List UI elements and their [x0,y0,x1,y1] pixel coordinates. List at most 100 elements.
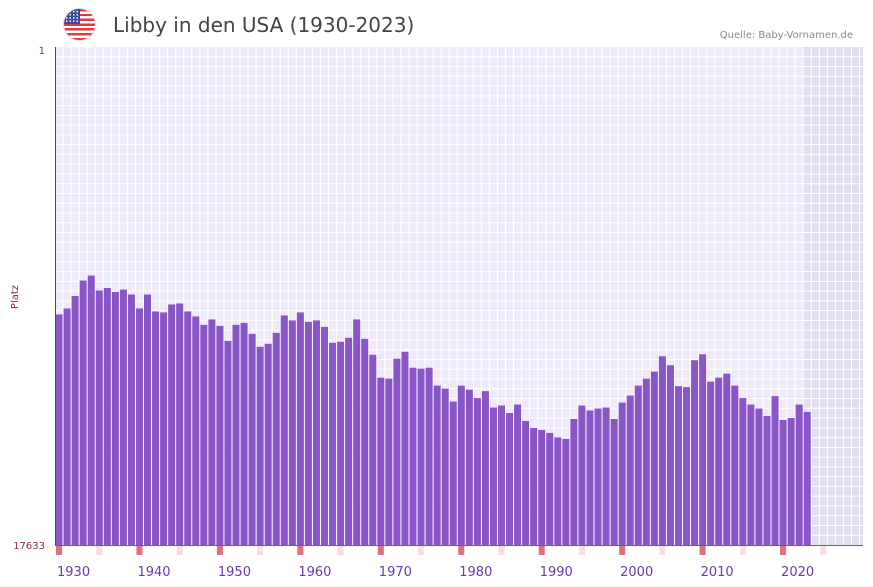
bar-2023: 2023 [803,412,811,545]
x-tick-1980: 1980 [459,565,492,580]
bar-1996: 1996 [586,410,594,545]
x-tick-1940: 1940 [137,565,170,580]
bar-2005: 2005 [658,356,666,545]
decade-marker [216,546,223,555]
y-tick-top: 1 [39,46,45,57]
bar-1969: 1969 [369,354,377,545]
source-credit: Quelle: Baby-Vornamen.de [719,30,853,41]
half-decade-marker [418,546,425,555]
bar-1951: 1951 [224,340,232,545]
half-decade-marker [739,546,746,555]
bar-1949: 1949 [208,319,216,545]
bar-1943: 1943 [160,312,168,545]
bar-1953: 1953 [240,322,248,545]
bar-1946: 1946 [184,311,192,545]
bar-1980: 1980 [457,385,465,545]
bar-2013: 2013 [723,373,731,545]
bar-1965: 1965 [337,341,345,545]
bar-1939: 1939 [127,294,135,545]
bar-1981: 1981 [465,389,473,545]
bar-1997: 1997 [594,408,602,545]
bar-2010: 2010 [699,354,707,545]
bar-1970: 1970 [377,377,385,545]
bar-1962: 1962 [312,320,320,545]
bar-1945: 1945 [176,303,184,545]
bar-1986: 1986 [506,413,514,545]
future-band [803,47,863,545]
decade-marker [458,546,465,555]
bar-2004: 2004 [650,371,658,545]
bar-2016: 2016 [747,404,755,545]
bar-2001: 2001 [626,395,634,545]
bar-1963: 1963 [320,326,329,545]
decade-marker [619,546,626,555]
decade-marker [297,546,304,555]
bar-1974: 1974 [409,367,417,545]
bar-1952: 1952 [232,324,240,545]
bar-1955: 1955 [256,346,264,545]
bar-2022: 2022 [795,404,803,545]
bar-1982: 1982 [473,398,481,545]
bar-2006: 2006 [666,365,674,545]
bar-1993: 1993 [562,438,570,545]
bar-1999: 1999 [610,419,618,545]
bar-1960: 1960 [296,312,304,545]
bar-1931: 1931 [63,308,71,545]
bar-1983: 1983 [481,391,489,545]
bar-2002: 2002 [634,385,642,545]
bar-1988: 1988 [522,421,530,545]
bar-1933: 1933 [79,280,87,545]
x-tick-2010: 2010 [701,565,734,580]
bar-1958: 1958 [280,315,288,545]
bar-1978: 1978 [441,388,449,545]
bar-1956: 1956 [264,343,272,545]
bar-1985: 1985 [497,405,506,545]
bar-1973: 1973 [401,351,409,545]
y-axis-title: Platz [10,285,21,309]
bar-2003: 2003 [642,378,650,545]
x-tick-2020: 2020 [781,565,814,580]
bar-1977: 1977 [433,385,441,545]
bar-1948: 1948 [200,324,208,545]
bar-1959: 1959 [288,320,296,545]
bar-1961: 1961 [304,321,312,545]
bar-2008: 2008 [683,387,691,545]
bar-2020: 2020 [779,420,787,545]
decade-marker [377,546,384,555]
bar-2000: 2000 [618,402,626,545]
bar-1964: 1964 [329,342,337,545]
bar-2017: 2017 [755,408,763,545]
bar-1941: 1941 [144,294,152,545]
bar-1967: 1967 [353,319,361,545]
bar-1968: 1968 [361,338,369,545]
bar-1987: 1987 [514,404,522,545]
bar-1989: 1989 [530,427,538,545]
bar-1992: 1992 [554,437,562,545]
decade-marker [538,546,545,555]
half-decade-marker [176,546,183,555]
bar-2007: 2007 [674,386,683,545]
bar-1966: 1966 [345,337,353,545]
bar-2018: 2018 [763,416,771,545]
x-tick-1990: 1990 [540,565,573,580]
x-tick-1960: 1960 [298,565,331,580]
us-flag-icon [64,9,95,40]
page-title: Libby in den USA (1930-2023) [113,13,415,37]
bar-2021: 2021 [787,418,795,545]
bar-1995: 1995 [578,405,586,545]
decade-marker [136,546,143,555]
half-decade-marker [578,546,585,555]
bar-1979: 1979 [449,401,457,545]
decade-marker [56,546,63,555]
bar-1976: 1976 [425,367,433,545]
bar-1971: 1971 [385,378,393,545]
y-tick-bottom: 17633 [13,541,45,552]
bar-2012: 2012 [715,377,723,545]
bar-1930: 1930 [55,314,63,545]
bar-1994: 1994 [570,419,578,545]
x-tick-1970: 1970 [379,565,412,580]
x-tick-1930: 1930 [57,565,90,580]
half-decade-marker [96,546,103,555]
bar-1984: 1984 [489,407,497,545]
